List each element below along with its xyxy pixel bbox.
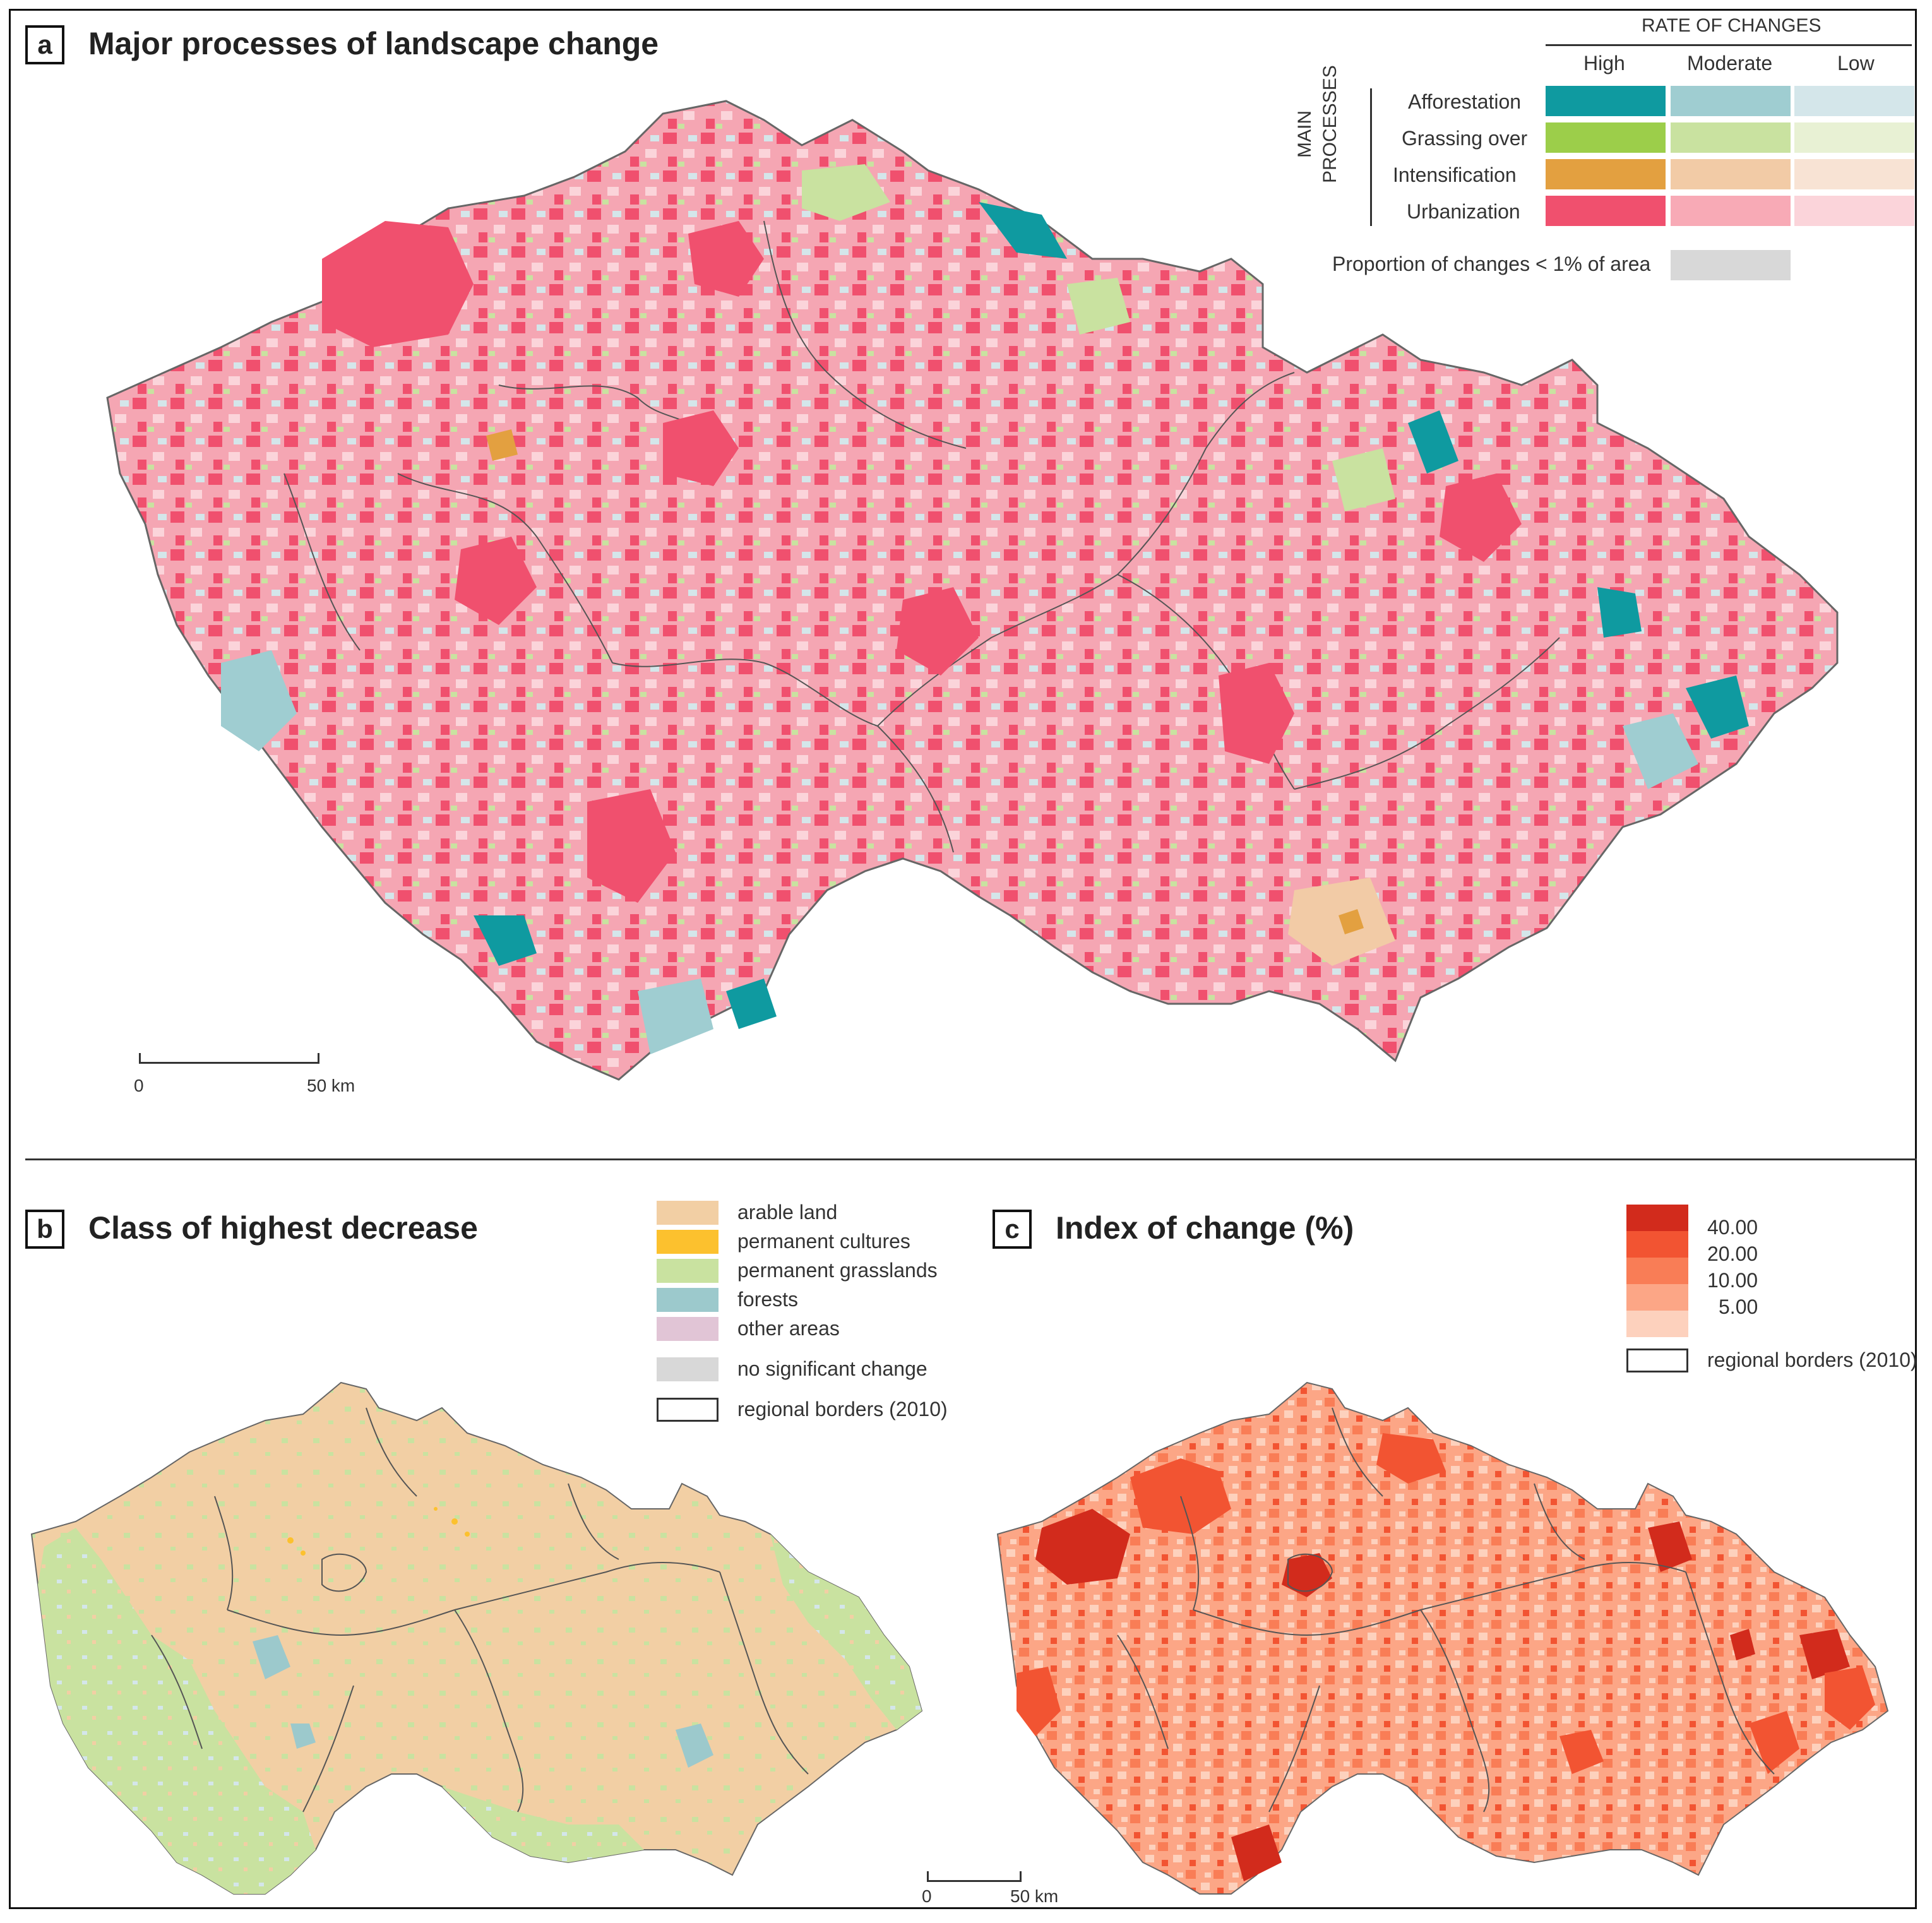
grassland-south-b [442,1787,644,1862]
legend-b-swatch-5 [657,1357,719,1381]
legend-a-swatch-2-1 [1671,159,1791,189]
legend-b-label-1: permanent cultures [737,1230,910,1253]
scalebar-bottom-zero: 0 [922,1886,932,1906]
scalebar-a-end: 50 km [307,1076,355,1095]
legend-a-group-processes: PROCESSES [1320,65,1340,183]
legend-a-rate-moderate: Moderate [1687,52,1773,74]
legend-b-label-0: arable land [737,1201,838,1223]
legend-a-process-afforestation: Afforestation [1408,90,1522,113]
panel-c-title: Index of change (%) [1056,1210,1354,1246]
legend-a-heading: RATE OF CHANGES [1642,15,1822,36]
legend-a-swatch-1-1 [1671,122,1791,153]
legend-c-ramp-step-3 [1626,1284,1688,1311]
legend-a-swatch-3-2 [1794,196,1914,226]
legend-c-value-40: 40.00 [1707,1216,1758,1239]
legend-a-process-intensification: Intensification [1393,164,1517,186]
legend-a-rate-low: Low [1837,52,1875,74]
czech-outline-c [996,1381,1889,1895]
legend-a-process-grassing: Grassing over [1402,127,1528,150]
legend-c-value-10: 10.00 [1707,1269,1758,1292]
legend-a-small-change-swatch [1671,250,1791,280]
legend-a-swatch-1-2 [1794,122,1914,153]
scalebar-bottom-tick-start [927,1871,929,1882]
legend-c-value-20: 20.00 [1707,1242,1758,1265]
panel-divider [25,1158,1917,1160]
index-elevated-patches-c [1017,1433,1875,1774]
legend-c-ramp-step-2 [1626,1258,1688,1284]
grassland-west-b [38,1528,316,1894]
forest-patches-b [253,1635,713,1768]
legend-b-label-5: no significant change [737,1357,927,1380]
legend-b-swatch-1 [657,1230,719,1254]
legend-b-label-2: permanent grasslands [737,1259,938,1282]
legend-b-label-4: other areas [737,1317,840,1340]
legend-c-border-label: regional borders (2010) [1707,1348,1917,1371]
legend-a-small-change-label: Proportion of changes < 1% of area [1332,253,1651,275]
legend-a-heading-rule [1546,44,1912,46]
regional-borders-c [1117,1407,1775,1813]
scalebar-bottom-tick-end [1020,1871,1022,1882]
scalebar-a-line [139,1062,319,1064]
legend-a-process-urbanization: Urbanization [1407,200,1520,223]
legend-c-border-swatch [1626,1348,1688,1372]
legend-a-swatch-2-0 [1546,159,1666,189]
scalebar-a-tick-start [139,1053,141,1064]
legend-b-swatch-2 [657,1259,719,1283]
panel-c-map [996,1381,1889,1895]
legend-c-ramp-step-1 [1626,1231,1688,1258]
intensification-high-patches-a [486,429,1364,934]
figure-frame [9,9,1917,1909]
panel-b-title: Class of highest decrease [88,1210,478,1246]
legend-b-swatch-4 [657,1317,719,1341]
index-high-patches-c [1035,1509,1850,1881]
legend-b-swatch-6 [657,1398,719,1422]
grassland-east-b [770,1534,922,1730]
legend-a-swatch-3-1 [1671,196,1791,226]
panel-b-letter: b [25,1210,64,1249]
legend-c-value-5: 5.00 [1719,1295,1758,1318]
panel-a-letter: a [25,25,64,64]
scalebar-bottom-line [927,1880,1022,1882]
legend-c-ramp-step-0 [1626,1205,1688,1231]
legend-a-group-main: MAIN [1294,110,1315,158]
scalebar-a-zero: 0 [134,1076,144,1095]
legend-a-swatch-0-2 [1794,86,1914,116]
high-afforestation-patches-a [474,202,1749,1029]
czech-outline-a [106,100,1839,1081]
legend-a-swatch-2-2 [1794,159,1914,189]
legend-a-swatch-3-0 [1546,196,1666,226]
regional-borders-b [151,1407,809,1813]
legend-b-swatch-0 [657,1201,719,1225]
legend-b-swatch-3 [657,1288,719,1312]
legend-a-swatch-0-0 [1546,86,1666,116]
panel-c-letter: c [993,1210,1032,1249]
panel-a-map [106,100,1839,1081]
legend-a-rate-high: High [1583,52,1625,74]
scalebar-bottom-end: 50 km [1010,1886,1059,1906]
scalebar-a-tick-end [318,1053,319,1064]
panel-b-map [30,1381,923,1895]
legend-b-label-3: forests [737,1288,799,1311]
panel-a-title: Major processes of landscape change [88,26,659,61]
legend-a-swatch-0-1 [1671,86,1791,116]
high-urbanization-patches-a [322,221,1522,903]
legend-c-ramp-step-4 [1626,1311,1688,1337]
moderate-afforestation-patches-a [221,650,1698,1054]
legend-b-label-6: regional borders (2010) [737,1398,948,1420]
grassing-patches-a [802,164,1395,511]
legend-a-group-rule [1370,88,1372,226]
legend-a-swatch-1-0 [1546,122,1666,153]
permanent-cultures-patches-b [287,1507,470,1556]
